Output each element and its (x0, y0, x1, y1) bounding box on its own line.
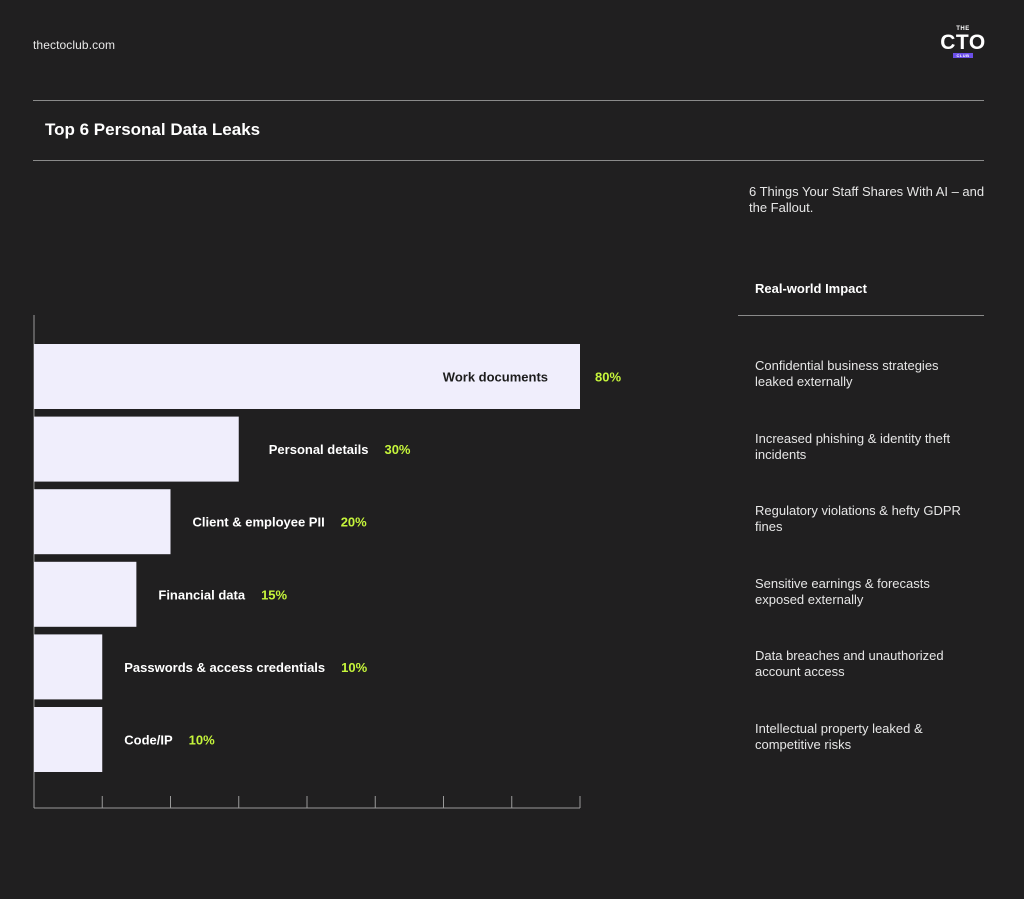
bar (34, 707, 103, 772)
impact-text: Intellectual property leaked & competiti… (755, 721, 923, 752)
logo-bottom-text: CLUB (953, 53, 973, 58)
chart-title: Top 6 Personal Data Leaks (45, 120, 261, 139)
impact-text: Sensitive earnings & forecasts exposed e… (755, 575, 930, 607)
bar-value-label: 30% (384, 442, 410, 457)
bar-value-label: 15% (261, 587, 287, 602)
bar (34, 489, 171, 555)
bar (34, 561, 137, 627)
top-divider (33, 100, 984, 101)
chart-subtitle: 6 Things Your Staff Shares With AI – and… (749, 184, 985, 215)
impact-column-header: Real-world Impact (755, 281, 867, 296)
bar (34, 416, 239, 482)
title-divider (33, 160, 984, 161)
bar-category-label: Work documents (443, 370, 548, 385)
cto-club-logo: THE CTO CLUB (935, 26, 991, 64)
bar-category-label: Passwords & access credentials (124, 660, 325, 675)
logo-top-text: THE (956, 26, 970, 32)
bar (34, 634, 103, 700)
bar-value-label: 20% (341, 515, 367, 530)
bar-category-label: Personal details (269, 442, 369, 457)
logo-main-text: CTO (940, 31, 986, 54)
bar (34, 344, 580, 409)
bar-value-label: 10% (189, 733, 215, 748)
impact-text: Data breaches and unauthorized account a… (755, 648, 944, 680)
impact-text: Increased phishing & identity theft inci… (755, 430, 951, 462)
impact-text: Confidential business strategies leaked … (755, 358, 939, 389)
bar-category-label: Financial data (158, 587, 245, 602)
bar-category-label: Client & employee PII (193, 515, 325, 530)
impact-header-divider (738, 315, 984, 316)
site-url: thectoclub.com (33, 38, 116, 52)
bar-category-label: Code/IP (124, 733, 173, 748)
impact-text: Regulatory violations & hefty GDPR fines (755, 503, 961, 535)
bar-value-label: 80% (595, 370, 621, 385)
bar-value-label: 10% (341, 660, 367, 675)
